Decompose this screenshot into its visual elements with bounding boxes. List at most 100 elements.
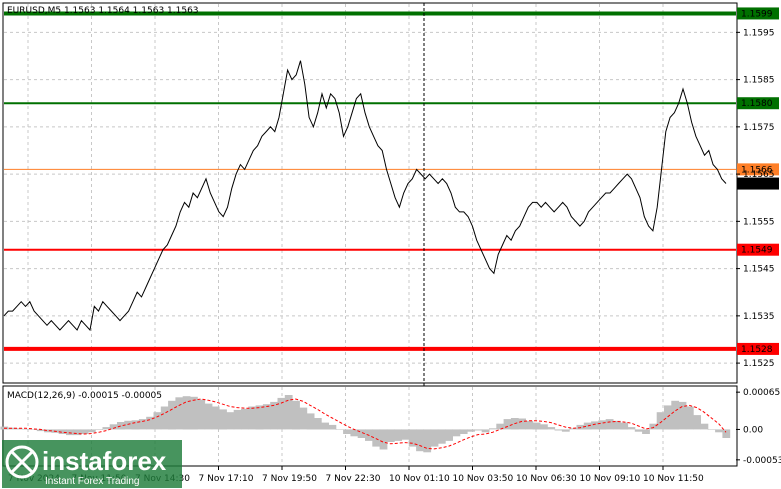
macd-bar	[656, 412, 665, 430]
macd-bar	[372, 429, 381, 447]
y-tick-label: 1.1585	[743, 76, 775, 86]
macd-bar	[386, 429, 395, 442]
macd-bar	[175, 397, 184, 430]
macd-bar	[313, 418, 322, 430]
level-tag	[737, 97, 779, 110]
level-tag	[737, 243, 779, 256]
current-price-label: 1.1563	[741, 180, 773, 190]
level-label: 1.1549	[741, 246, 773, 256]
macd-bar	[547, 427, 556, 430]
macd-bar	[671, 400, 680, 430]
macd-bar	[66, 429, 74, 436]
level-label: 1.1580	[741, 99, 773, 109]
y-tick-label: 1.1565	[743, 170, 775, 180]
macd-bar	[591, 421, 599, 430]
current-price-tag	[737, 177, 779, 190]
macd-bar	[58, 429, 67, 434]
level-tag	[737, 163, 779, 176]
macd-bar	[146, 416, 154, 430]
macd-bar	[437, 429, 446, 444]
macd-bar	[190, 396, 198, 430]
macd-bar	[22, 428, 30, 430]
macd-axis: 0.00065 0.00 -0.00053	[736, 388, 781, 466]
macd-bar	[44, 429, 52, 433]
macd-bar	[299, 407, 308, 430]
x-tick-label: 10 Nov 03:50	[453, 474, 514, 484]
macd-bar	[408, 429, 417, 447]
macd-bar	[700, 423, 709, 430]
macd-bar	[343, 429, 351, 434]
macd-bar	[14, 428, 23, 430]
macd-bar	[481, 429, 490, 433]
price-series-path	[3, 60, 727, 332]
x-tick-label: 7 Nov 17:10	[199, 474, 254, 484]
macd-bar	[489, 428, 497, 430]
macd-bar	[496, 423, 505, 430]
macd-bar	[284, 395, 293, 430]
x-tick-label: 7 Nov 19:50	[262, 474, 317, 484]
macd-bar	[722, 429, 731, 438]
price-axis: 1.1595 1.1585 1.1575 1.1565 1.1555 1.1545 1.15…	[736, 28, 775, 369]
level-label: 1.1599	[741, 9, 773, 19]
macd-bar	[583, 422, 592, 430]
macd-bar	[518, 418, 526, 430]
macd-tick-label: 0.00065	[743, 388, 780, 398]
macd-bar	[685, 406, 694, 430]
macd-bar	[474, 429, 483, 431]
macd-bar	[459, 429, 468, 434]
macd-bar	[423, 429, 432, 453]
macd-bar	[503, 419, 512, 430]
macd-bar	[467, 429, 475, 432]
macd-bar	[321, 422, 329, 430]
symbol-header: EURUSD,M5 1.1563 1.1564 1.1563 1.1563	[7, 6, 199, 16]
macd-bar	[664, 405, 672, 430]
macd-bar	[401, 429, 410, 440]
macd-bar	[605, 419, 614, 430]
macd-bar	[613, 420, 621, 430]
macd-bar	[292, 400, 300, 430]
logo-mark-icon	[5, 445, 39, 479]
macd-bar	[241, 408, 249, 430]
instaforex-logo: instaforex Instant Forex Trading	[2, 440, 182, 488]
macd-bar	[634, 429, 643, 432]
macd-bar	[532, 422, 541, 430]
macd-bar	[452, 429, 461, 437]
x-tick-label: 10 Nov 11:50	[643, 474, 704, 484]
x-tick-label: 10 Nov 09:10	[580, 474, 641, 484]
logo-background	[2, 440, 182, 488]
logo-text: instaforex	[42, 446, 167, 476]
y-tick-label: 1.1555	[743, 217, 775, 227]
price-panel	[2, 2, 738, 384]
y-tick-label: 1.1535	[743, 312, 775, 322]
macd-bar	[678, 401, 687, 430]
macd-bar	[36, 429, 45, 432]
x-tick-label: 10 Nov 06:30	[516, 474, 577, 484]
macd-bar	[306, 413, 315, 430]
macd-bar	[95, 429, 103, 430]
macd-bar	[87, 429, 96, 433]
x-tick-label: 7 Nov 22:30	[326, 474, 381, 484]
y-tick-label: 1.1595	[743, 28, 775, 38]
macd-bar	[627, 427, 636, 430]
macd-bar	[73, 429, 82, 436]
macd-bar	[211, 406, 220, 430]
price-grid	[4, 4, 736, 382]
macd-bar	[80, 429, 89, 434]
macd-bar	[138, 419, 147, 430]
macd-bar	[335, 429, 344, 430]
macd-bar	[29, 429, 38, 430]
macd-bar	[270, 401, 278, 430]
level-label: 1.1528	[741, 345, 773, 355]
macd-bar	[109, 424, 118, 430]
macd-bar	[219, 409, 227, 430]
macd-histogram	[0, 395, 731, 453]
macd-bar	[255, 405, 264, 430]
macd-bar	[620, 422, 629, 430]
level-tag	[737, 342, 779, 355]
macd-bar	[124, 420, 133, 430]
macd-bar	[416, 429, 424, 452]
macd-bar	[226, 412, 235, 430]
macd-bar	[445, 429, 453, 441]
y-tick-label: 1.1525	[743, 359, 775, 369]
